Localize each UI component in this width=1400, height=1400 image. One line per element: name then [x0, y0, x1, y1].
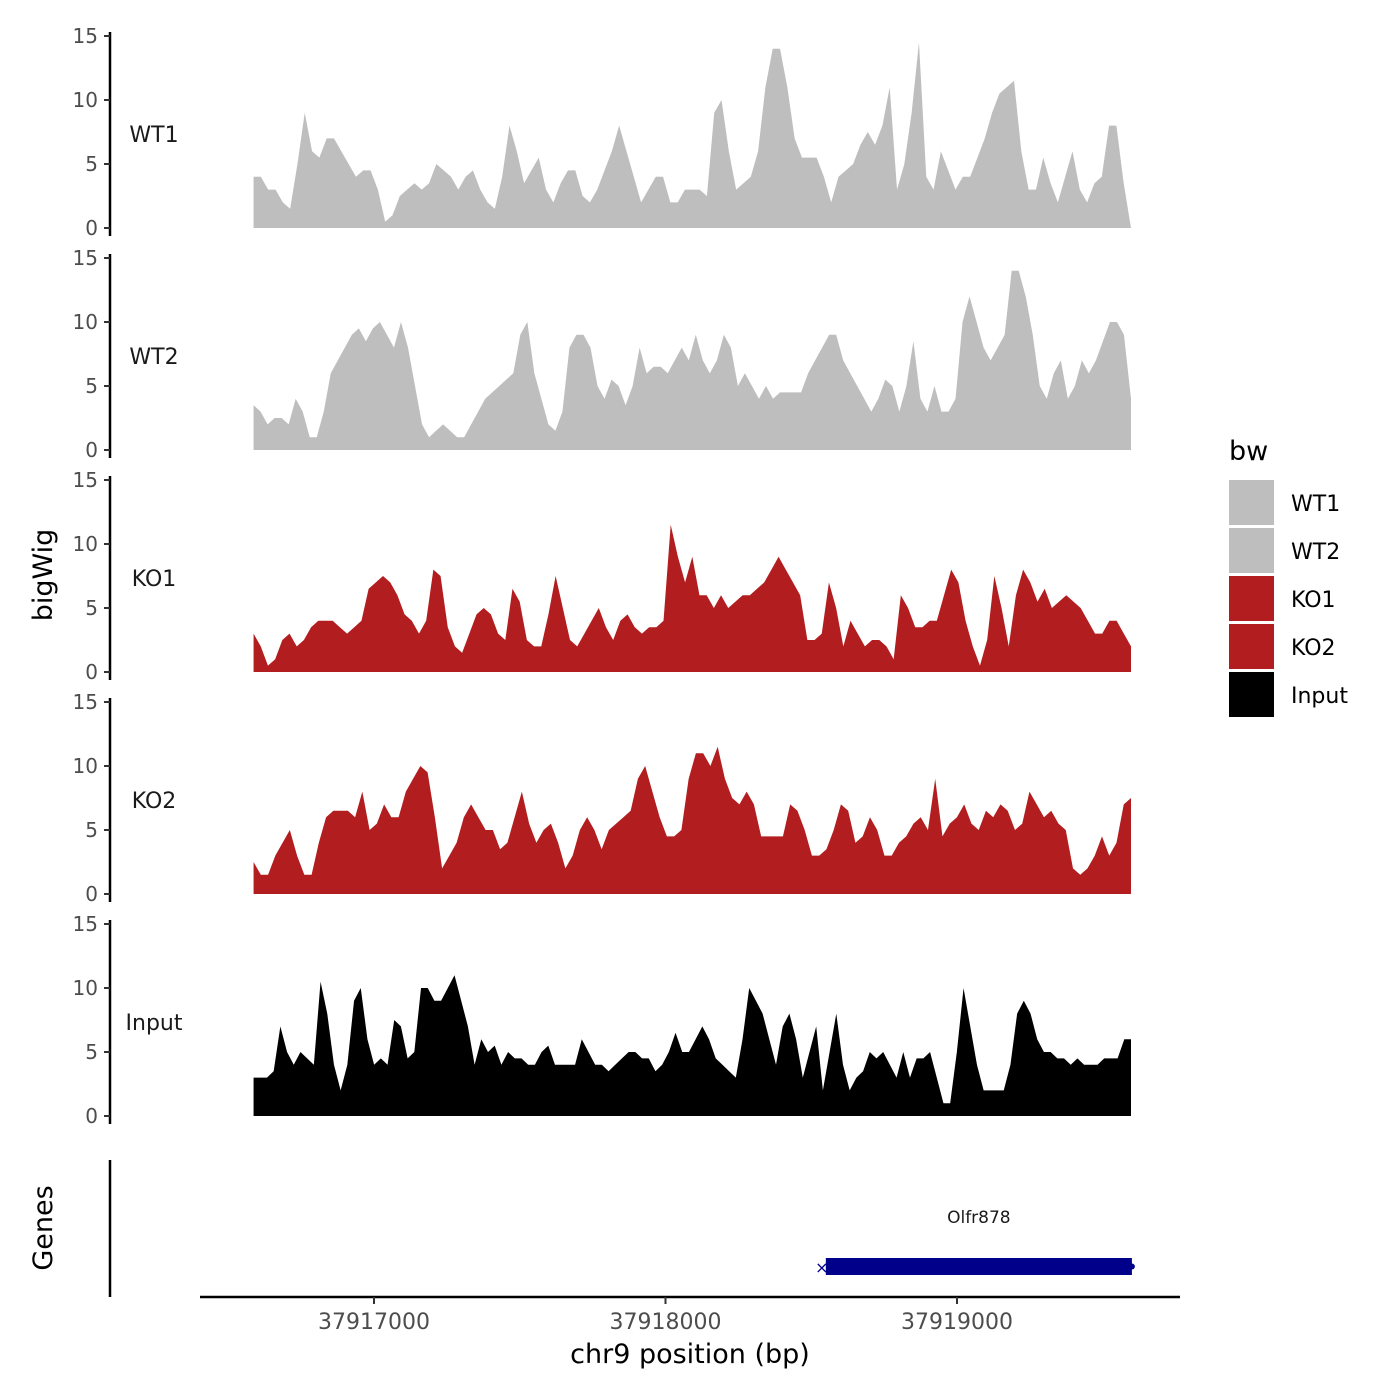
track-label-input: Input	[126, 1011, 183, 1036]
y-tick-label: 10	[73, 754, 98, 778]
gene-strand-marker: ×	[815, 1258, 828, 1277]
track-area-input	[253, 975, 1131, 1116]
y-tick-label: 15	[73, 912, 98, 936]
track-label-wt1: WT1	[129, 123, 178, 148]
track-label-wt2: WT2	[129, 345, 178, 370]
y-tick-label: 15	[73, 24, 98, 48]
x-tick-label: 37918000	[610, 1310, 722, 1335]
y-tick-label: 15	[73, 246, 98, 270]
y-tick-label: 5	[85, 152, 98, 176]
y-tick-label: 10	[73, 532, 98, 556]
gene-label: Olfr878	[947, 1208, 1011, 1228]
y-tick-label: 10	[73, 88, 98, 112]
y-tick-label: 0	[85, 1104, 98, 1128]
track-area-ko1	[253, 524, 1131, 672]
track-area-ko2	[253, 746, 1131, 894]
x-tick-label: 37917000	[318, 1310, 430, 1335]
legend-label-ko2: KO2	[1291, 636, 1336, 661]
legend-key-input	[1229, 672, 1274, 717]
gene-end-marker	[1128, 1263, 1135, 1270]
y-tick-label: 10	[73, 976, 98, 1000]
y-tick-label: 0	[85, 438, 98, 462]
legend-label-wt1: WT1	[1291, 492, 1340, 517]
y-tick-label: 15	[73, 468, 98, 492]
track-area-wt1	[253, 42, 1131, 229]
legend-key-wt1	[1229, 480, 1274, 525]
legend-label-input: Input	[1291, 684, 1348, 709]
y-tick-label: 0	[85, 660, 98, 684]
legend-label-wt2: WT2	[1291, 540, 1340, 565]
y-tick-label: 0	[85, 216, 98, 240]
legend-key-wt2	[1229, 528, 1274, 573]
track-label-ko1: KO1	[132, 567, 177, 592]
x-tick-label: 37919000	[901, 1310, 1013, 1335]
y-axis-title: bigWig	[28, 529, 59, 622]
y-tick-label: 5	[85, 818, 98, 842]
y-tick-label: 15	[73, 690, 98, 714]
legend-title: bw	[1229, 436, 1268, 467]
legend-key-ko2	[1229, 624, 1274, 669]
x-axis-title: chr9 position (bp)	[570, 1339, 810, 1370]
y-tick-label: 5	[85, 1040, 98, 1064]
legend-key-ko1	[1229, 576, 1274, 621]
track-label-ko2: KO2	[132, 789, 177, 814]
gene-body-olfr878	[825, 1258, 1132, 1275]
y-tick-label: 5	[85, 596, 98, 620]
y-tick-label: 10	[73, 310, 98, 334]
legend-label-ko1: KO1	[1291, 588, 1336, 613]
genes-axis-title: Genes	[28, 1185, 59, 1270]
track-area-wt2	[253, 270, 1131, 450]
y-tick-label: 5	[85, 374, 98, 398]
y-tick-label: 0	[85, 882, 98, 906]
